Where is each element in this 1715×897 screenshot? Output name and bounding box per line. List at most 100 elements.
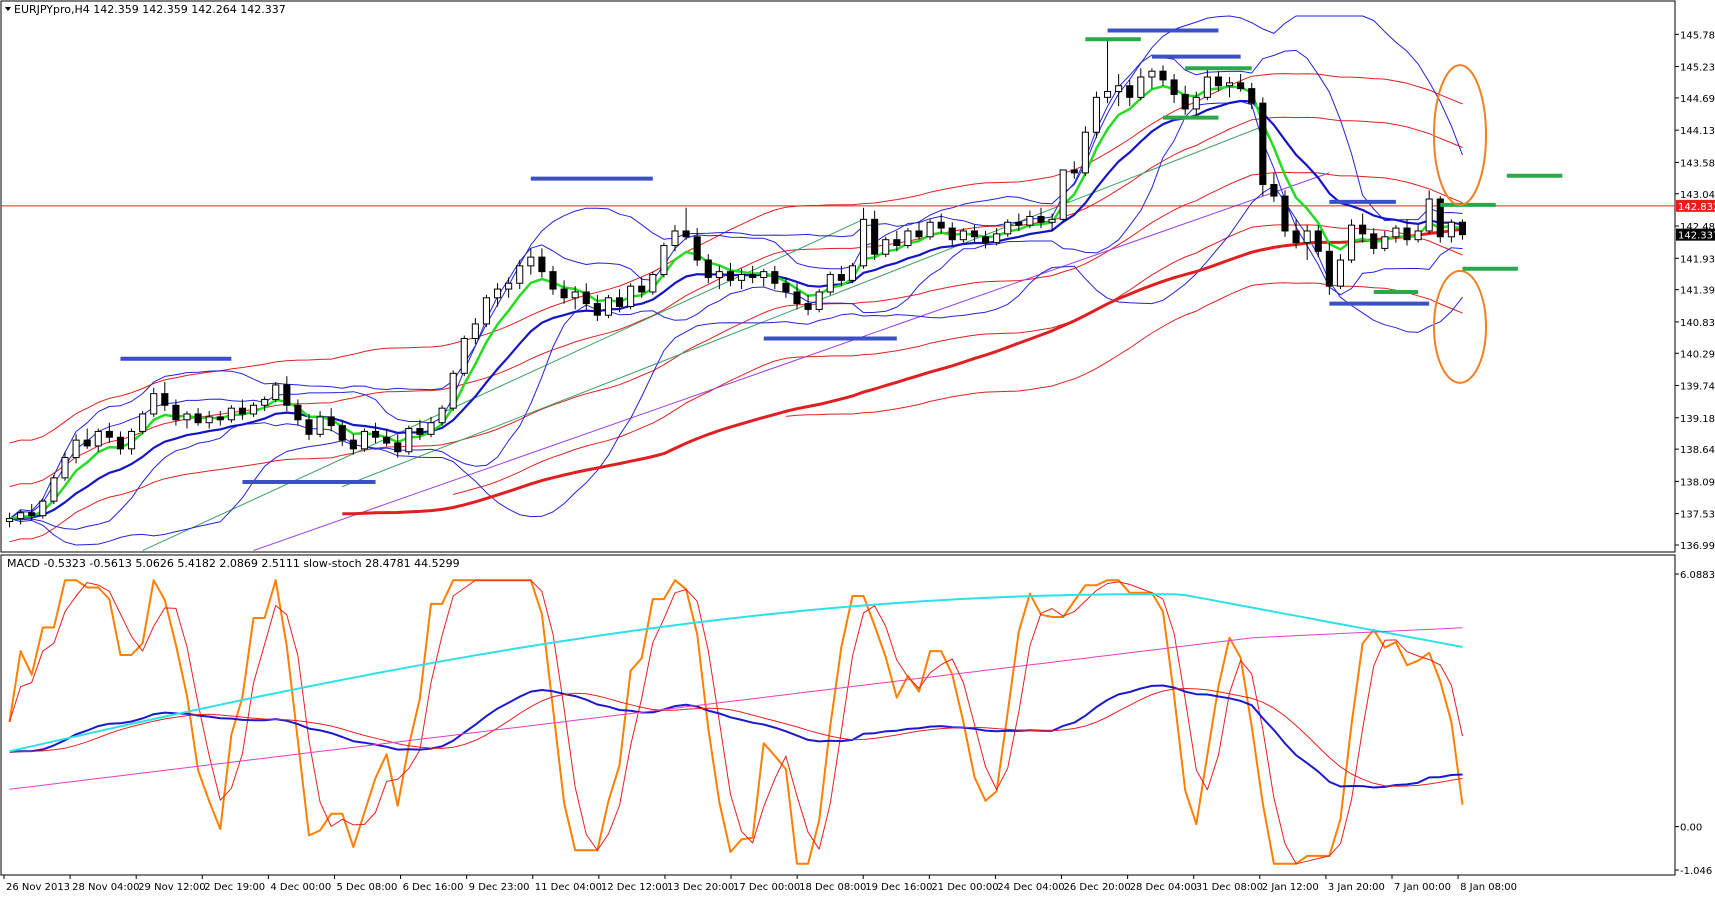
candle-body xyxy=(5,518,14,522)
bollinger-upper-line xyxy=(9,15,1463,519)
price-tick-label: 136.995 xyxy=(1680,541,1715,552)
candle-body xyxy=(549,271,557,290)
candle-body xyxy=(726,271,735,281)
time-tick-label: 17 Dec 00:00 xyxy=(733,882,800,893)
long-moving-average-line xyxy=(342,227,1463,516)
price-tick-label: 139.740 xyxy=(1680,382,1715,393)
candle-body xyxy=(804,303,812,310)
candle-body xyxy=(604,297,613,316)
time-tick-label: 26 Dec 20:00 xyxy=(1064,882,1131,893)
candle-body xyxy=(205,416,213,424)
candle-body xyxy=(416,428,424,435)
candle-body xyxy=(737,274,746,281)
price-tick-label: 143.040 xyxy=(1680,190,1715,201)
candle-body xyxy=(1447,221,1455,238)
time-tick-label: 12 Dec 12:00 xyxy=(601,882,668,893)
candle-body xyxy=(1059,169,1067,220)
time-tick-label: 19 Dec 16:00 xyxy=(865,882,932,893)
candle-body xyxy=(1192,96,1200,110)
candle-body xyxy=(1314,230,1322,252)
time-tick-label: 4 Dec 00:00 xyxy=(270,882,331,893)
candle-body xyxy=(1170,79,1178,95)
candle-body xyxy=(438,407,446,424)
indicator-value-axis: 6.0883 0.00 -1.046 xyxy=(1675,570,1715,877)
candle-body xyxy=(1103,91,1112,98)
stochastic-main-line xyxy=(8,579,1464,865)
candlestick-series xyxy=(5,39,1467,528)
candle-body xyxy=(981,236,990,244)
candle-body xyxy=(50,477,58,502)
time-tick-label: 2 Dec 19:00 xyxy=(204,882,265,893)
candle-body xyxy=(249,404,258,415)
candle-body xyxy=(383,436,391,444)
candle-body xyxy=(615,297,624,307)
candle-body xyxy=(815,291,823,310)
candle-body xyxy=(238,407,247,415)
bollinger-lower-line xyxy=(9,185,1463,546)
candle-body xyxy=(859,218,868,267)
candle-body xyxy=(582,291,590,305)
indicator-pane-header: MACD -0.5323 -0.5613 5.0626 5.4182 2.086… xyxy=(7,557,460,570)
candle-body xyxy=(17,512,25,520)
candle-body xyxy=(272,384,280,400)
candle-body xyxy=(482,297,491,325)
candle-body xyxy=(704,259,712,278)
candle-body xyxy=(150,393,158,415)
candle-body xyxy=(1081,131,1089,174)
candle-body xyxy=(959,230,967,241)
green-trend-line-upper xyxy=(342,125,1264,488)
candle-body xyxy=(871,218,879,255)
candle-body xyxy=(1181,93,1189,110)
candle-body xyxy=(1070,169,1078,174)
price-tick-label: 144.690 xyxy=(1680,94,1715,105)
candle-body xyxy=(1292,230,1300,244)
candle-body xyxy=(405,428,413,453)
time-tick-label: 18 Dec 08:00 xyxy=(799,882,866,893)
candle-body xyxy=(327,416,335,427)
candle-body xyxy=(571,291,579,299)
price-tick-label: 143.580 xyxy=(1680,158,1715,169)
candle-body xyxy=(1425,198,1433,232)
horizontal-line-price-tag xyxy=(1676,199,1715,212)
price-tick-label: 141.390 xyxy=(1680,286,1715,297)
candle-body xyxy=(1370,233,1378,249)
candle-body xyxy=(837,274,845,281)
price-tick-label: 142.485 xyxy=(1680,222,1715,233)
price-tick-label: 145.230 xyxy=(1680,63,1715,74)
candle-body xyxy=(682,230,690,238)
candle-body xyxy=(61,457,69,479)
time-tick-label: 29 Nov 12:00 xyxy=(138,882,205,893)
envelope-deep-line xyxy=(785,282,1463,417)
candle-body xyxy=(427,422,435,435)
horizontal-line-price-text: 142.832 xyxy=(1678,202,1715,213)
envelope-bottom-line xyxy=(453,224,1463,495)
envelope-upper-line xyxy=(9,73,1463,444)
candle-body xyxy=(471,323,479,339)
candle-body xyxy=(893,239,901,246)
time-tick-label: 28 Dec 04:00 xyxy=(1130,882,1197,893)
envelope-lower-line xyxy=(9,171,1463,543)
candle-body xyxy=(216,416,224,421)
candle-body xyxy=(915,230,923,238)
main-price-axis: 145.785 145.230 144.690 144.135 143.580 143.0… xyxy=(1675,30,1715,552)
time-tick-label: 11 Dec 04:00 xyxy=(535,882,602,893)
candle-body xyxy=(749,274,757,278)
candle-body xyxy=(72,439,80,459)
chart-menu-arrow-icon[interactable] xyxy=(5,7,11,11)
candle-body xyxy=(505,282,513,290)
candle-body xyxy=(360,430,369,450)
candle-body xyxy=(349,439,357,450)
time-tick-label: 31 Dec 08:00 xyxy=(1196,882,1263,893)
time-tick-label: 26 Nov 2013 xyxy=(6,882,70,893)
macd-signal-line xyxy=(9,688,1463,787)
candle-body xyxy=(161,393,169,406)
candle-body xyxy=(782,282,790,293)
candle-body xyxy=(1414,230,1422,241)
candle-body xyxy=(937,221,945,229)
time-tick-label: 3 Jan 20:00 xyxy=(1328,882,1385,893)
candle-body xyxy=(627,285,635,307)
candle-body xyxy=(538,256,546,273)
candle-body xyxy=(904,230,912,246)
candle-body xyxy=(1248,88,1256,104)
